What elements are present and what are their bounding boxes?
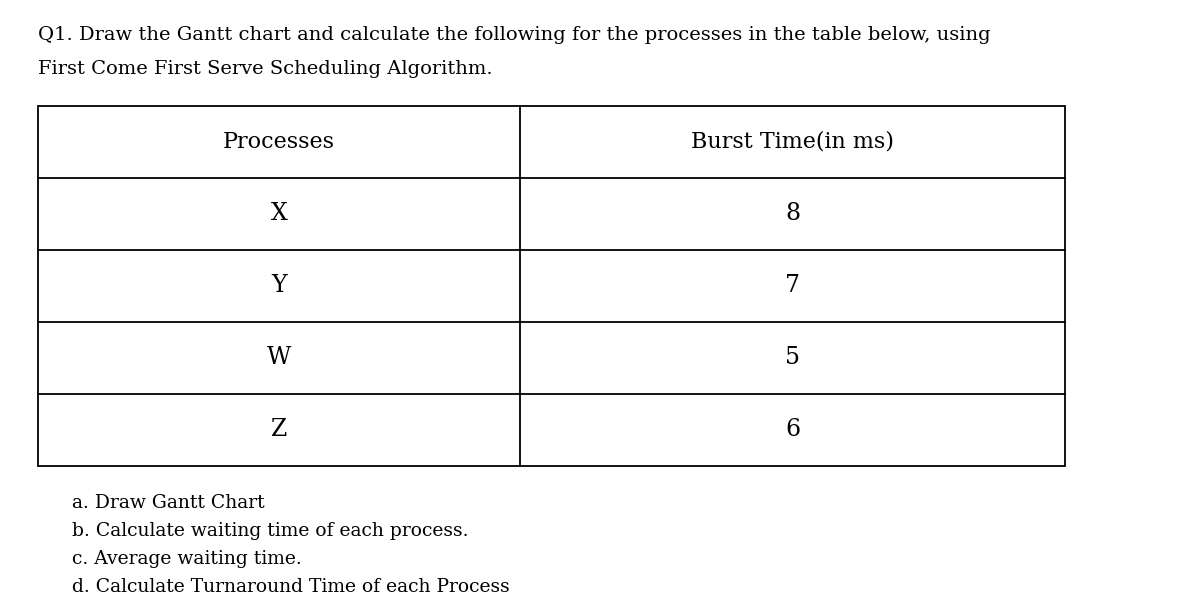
Text: 7: 7 — [785, 274, 800, 298]
Text: Q1. Draw the Gantt chart and calculate the following for the processes in the ta: Q1. Draw the Gantt chart and calculate t… — [38, 26, 991, 44]
Text: Y: Y — [271, 274, 287, 298]
Text: 8: 8 — [785, 202, 800, 225]
Text: W: W — [266, 347, 292, 370]
Text: c. Average waiting time.: c. Average waiting time. — [72, 550, 301, 568]
Text: X: X — [270, 202, 288, 225]
Text: 5: 5 — [785, 347, 800, 370]
Text: 6: 6 — [785, 419, 800, 442]
Text: Processes: Processes — [223, 131, 335, 153]
Bar — [38, 106, 1066, 466]
Text: First Come First Serve Scheduling Algorithm.: First Come First Serve Scheduling Algori… — [38, 60, 493, 78]
Text: b. Calculate waiting time of each process.: b. Calculate waiting time of each proces… — [72, 522, 468, 540]
Text: Burst Time(in ms): Burst Time(in ms) — [691, 131, 894, 153]
Text: Z: Z — [271, 419, 287, 442]
Text: a. Draw Gantt Chart: a. Draw Gantt Chart — [72, 494, 265, 512]
Text: d. Calculate Turnaround Time of each Process: d. Calculate Turnaround Time of each Pro… — [72, 578, 510, 596]
